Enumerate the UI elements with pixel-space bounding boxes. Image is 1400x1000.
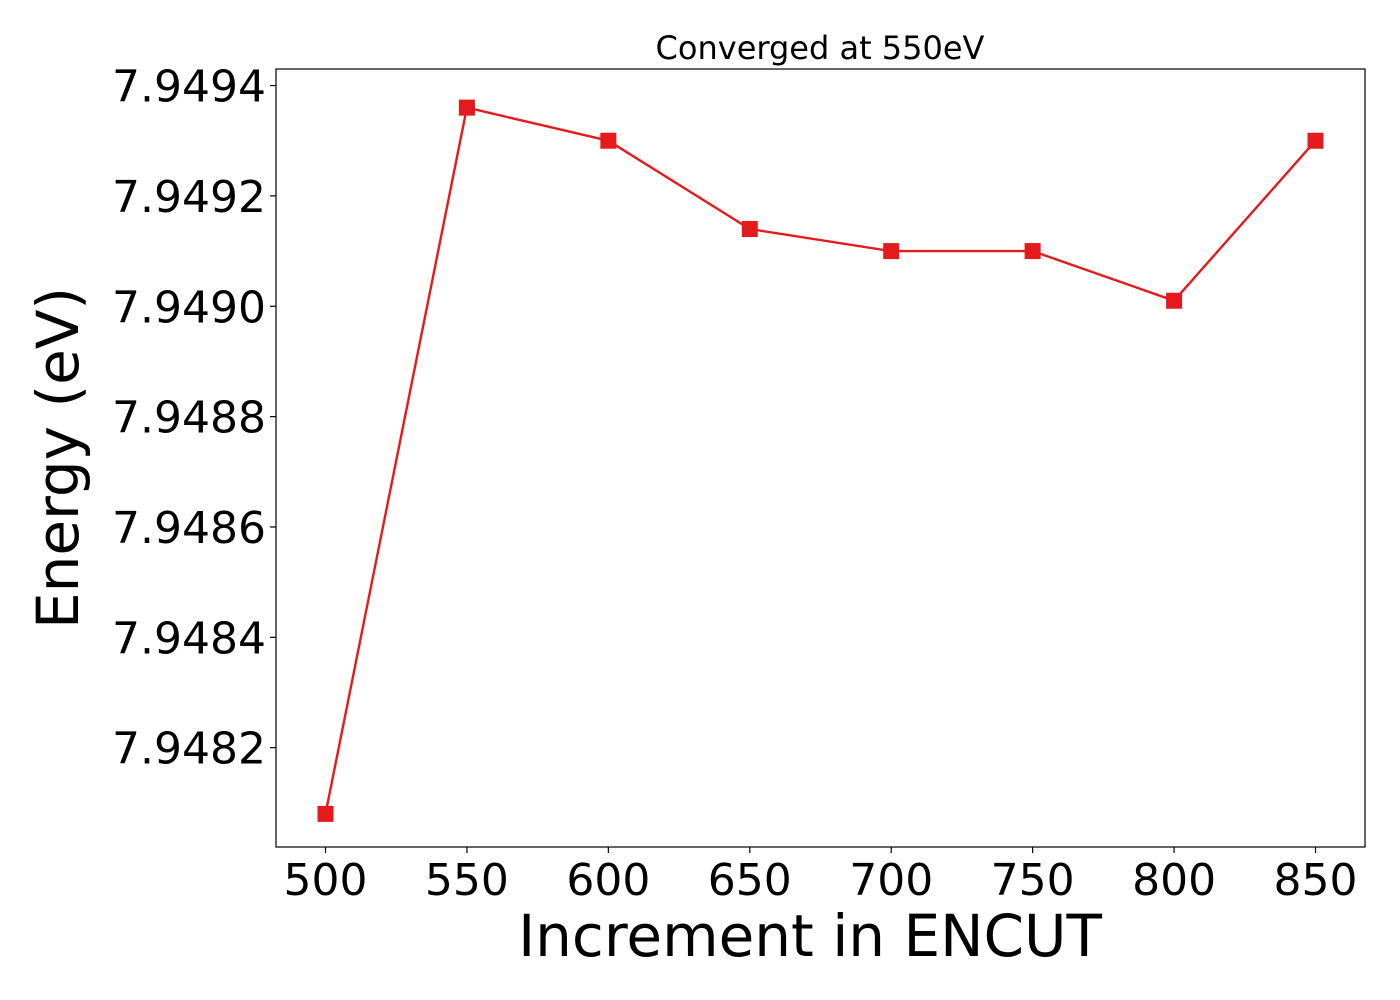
data-point <box>458 99 475 116</box>
x-tick-label: 600 <box>566 855 650 906</box>
y-tick-label: 7.9494 <box>112 62 266 113</box>
data-point <box>741 221 758 238</box>
series-line <box>324 106 1317 815</box>
data-point <box>600 132 617 149</box>
x-tick-label: 500 <box>284 855 368 906</box>
x-tick-label: 850 <box>1274 855 1358 906</box>
y-axis-label: Energy (eV) <box>24 287 92 629</box>
plot-area <box>275 68 1366 848</box>
x-axis-ticks: 500 550 600 650 700 750 800 850 <box>284 847 1358 906</box>
data-point <box>1166 292 1183 309</box>
x-tick-label: 750 <box>991 855 1075 906</box>
y-axis-ticks: 7.9482 7.9484 7.9486 7.9488 7.9490 7.9492 7.94… <box>112 62 276 775</box>
series-layer <box>317 99 1324 822</box>
x-tick-label: 800 <box>1132 855 1216 906</box>
y-tick-label: 7.9486 <box>112 503 266 554</box>
y-tick-label: 7.9482 <box>112 724 266 775</box>
x-axis-label: Increment in ENCUT <box>518 902 1102 970</box>
y-tick-label: 7.9484 <box>112 613 266 664</box>
x-tick-label: 550 <box>425 855 509 906</box>
data-point <box>1307 132 1324 149</box>
x-tick-label: 700 <box>849 855 933 906</box>
data-point <box>883 243 900 260</box>
x-tick-label: 650 <box>708 855 792 906</box>
data-point <box>1024 243 1041 260</box>
y-tick-label: 7.9492 <box>112 172 266 223</box>
data-point <box>317 805 334 822</box>
y-tick-label: 7.9488 <box>112 393 266 444</box>
chart-title: Converged at 550eV <box>656 29 985 67</box>
y-tick-label: 7.9490 <box>112 282 266 333</box>
